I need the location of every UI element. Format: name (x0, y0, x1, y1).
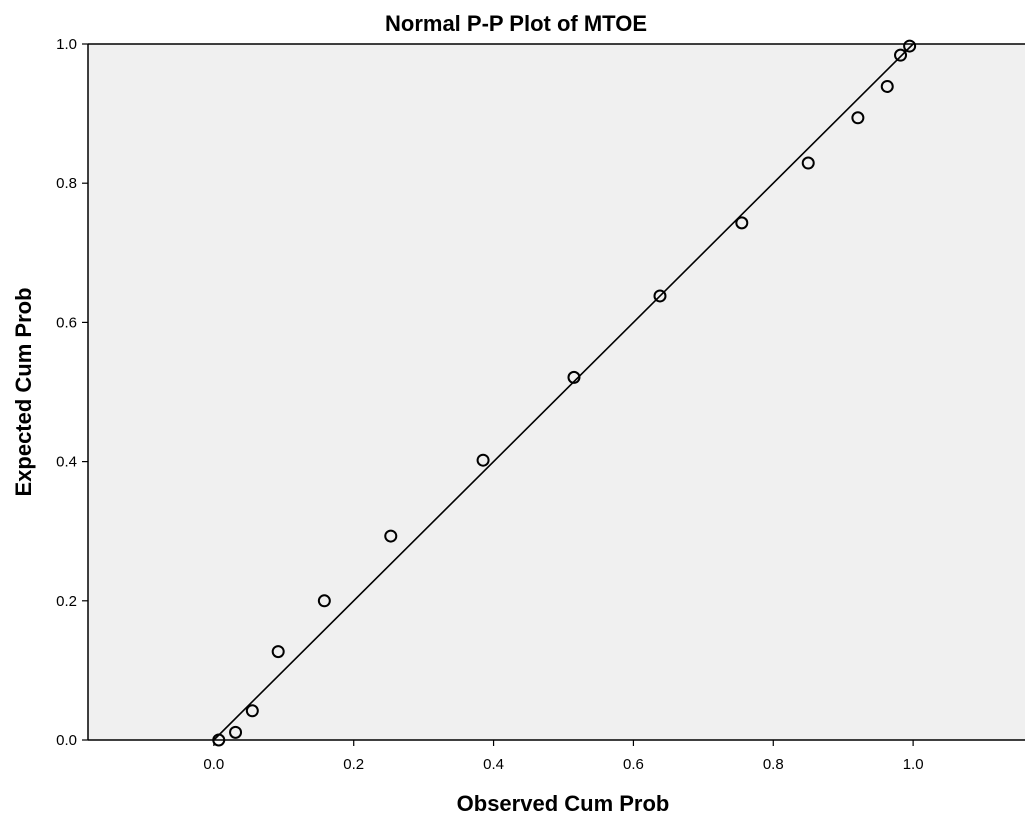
axes (87, 43, 1025, 741)
x-tick-label: 0.8 (763, 756, 784, 773)
data-point (567, 370, 581, 384)
data-point (229, 725, 243, 739)
data-point (880, 79, 894, 93)
data-point (212, 733, 226, 747)
x-tick-label: 0.0 (203, 756, 224, 773)
data-point (903, 39, 917, 53)
data-point (735, 216, 749, 230)
y-tick-label: 1.0 (56, 36, 77, 53)
x-tick-label: 1.0 (903, 756, 924, 773)
x-axis-label: Observed Cum Prob (457, 791, 670, 814)
y-tick-label: 0.4 (56, 454, 77, 471)
y-axis-label: Expected Cum Prob (11, 287, 36, 496)
data-points (212, 39, 917, 747)
reference-line (213, 43, 914, 741)
y-axis-ticks: 0.0 0.2 0.4 0.6 0.8 1.0 (56, 36, 88, 749)
y-tick-label: 0.0 (56, 732, 77, 749)
data-point (894, 48, 908, 62)
x-axis-ticks: 0.0 0.2 0.4 0.6 0.8 1.0 (203, 740, 924, 773)
y-tick-label: 0.2 (56, 593, 77, 610)
data-point (245, 704, 259, 718)
y-tick-label: 0.8 (56, 175, 77, 192)
data-point (801, 156, 815, 170)
data-point (653, 289, 667, 303)
reference-line-group (213, 43, 914, 741)
x-tick-label: 0.6 (623, 756, 644, 773)
plot-area (88, 44, 1025, 740)
chart-title: Normal P-P Plot of MTOE (385, 11, 647, 36)
x-tick-label: 0.4 (483, 756, 504, 773)
y-tick-label: 0.6 (56, 314, 77, 331)
x-tick-label: 0.2 (343, 756, 364, 773)
data-point (476, 453, 490, 467)
data-point (384, 529, 398, 543)
data-point (851, 111, 865, 125)
data-point (317, 594, 331, 608)
data-point (271, 645, 285, 659)
